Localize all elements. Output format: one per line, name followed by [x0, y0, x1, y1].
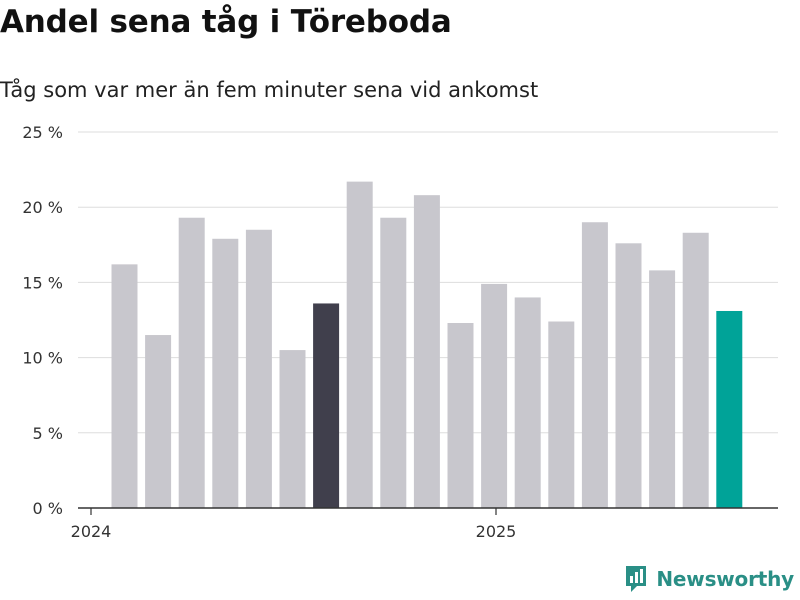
chart-title: Andel sena tåg i Töreboda	[0, 4, 452, 40]
y-tick-label: 10 %	[22, 349, 63, 368]
bar	[615, 243, 642, 508]
brand-name: Newsworthy	[656, 567, 794, 591]
y-tick-label: 20 %	[22, 198, 63, 217]
bar	[682, 232, 709, 508]
bar	[380, 217, 407, 508]
bar	[346, 181, 373, 508]
y-tick-label: 5 %	[33, 424, 63, 443]
bar	[548, 321, 575, 508]
bar	[581, 222, 608, 509]
newsworthy-icon	[626, 566, 647, 592]
bar	[178, 217, 205, 508]
brand-logo: Newsworthy	[624, 564, 794, 594]
bar	[245, 229, 272, 508]
bar	[279, 350, 306, 508]
x-tick-label: 2025	[476, 522, 517, 541]
bar	[514, 297, 541, 508]
bar	[413, 195, 440, 508]
bar	[649, 270, 676, 508]
bar	[212, 238, 239, 508]
axes: 0 % 5 % 10 % 15 % 20 % 25 % 2024 2025	[22, 123, 778, 541]
chart-subtitle: Tåg som var mer än fem minuter sena vid …	[0, 78, 539, 102]
y-tick-label: 0 %	[33, 499, 63, 518]
y-tick-label: 25 %	[22, 123, 63, 142]
bar	[447, 323, 474, 508]
bar	[716, 310, 743, 508]
bars	[111, 181, 743, 509]
bar	[145, 335, 172, 508]
bar	[481, 283, 508, 508]
bar	[313, 303, 340, 508]
y-tick-label: 15 %	[22, 273, 63, 292]
x-tick-label: 2024	[71, 522, 112, 541]
bar	[111, 264, 138, 508]
